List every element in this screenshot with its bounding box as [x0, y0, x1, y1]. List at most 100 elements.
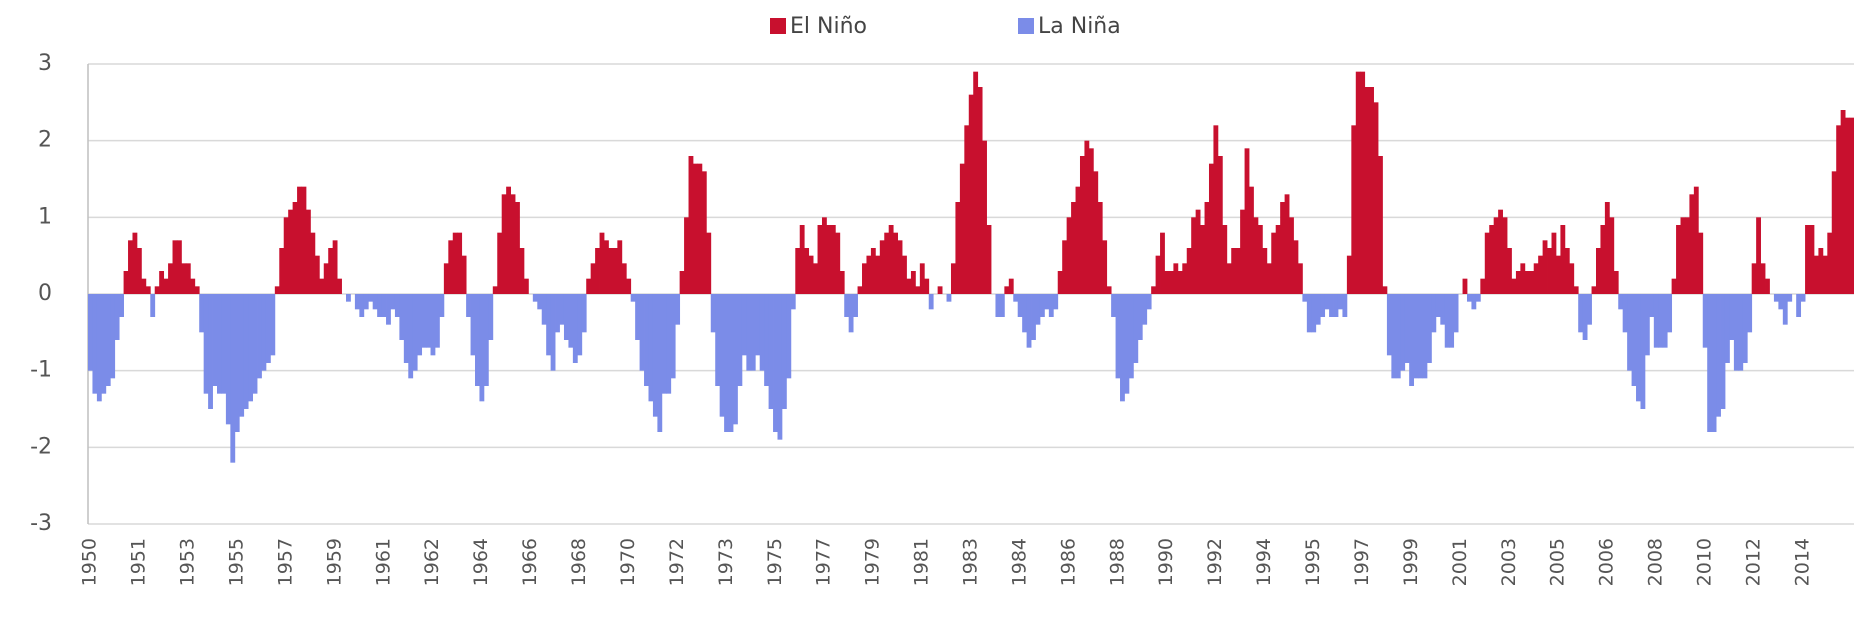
bar: [1747, 294, 1753, 333]
bar: [1618, 294, 1624, 310]
bar: [1515, 271, 1521, 294]
bar: [1280, 202, 1286, 294]
bar: [1240, 209, 1245, 294]
x-tick-label: 2003: [1498, 538, 1520, 586]
x-tick-label: 1962: [421, 538, 443, 586]
bar: [421, 294, 427, 348]
bar: [270, 294, 276, 356]
bar: [1609, 217, 1615, 294]
bar: [1822, 255, 1828, 294]
bar: [1702, 294, 1708, 348]
bar: [577, 294, 583, 356]
bar: [902, 255, 907, 294]
bar: [1275, 225, 1281, 294]
bar: [1520, 263, 1526, 294]
bar: [1805, 225, 1810, 294]
bar: [692, 163, 698, 294]
bar: [1604, 202, 1610, 294]
bar: [1582, 294, 1588, 340]
bar: [1644, 294, 1650, 356]
bar: [1462, 278, 1468, 294]
x-tick-label: 1975: [764, 538, 786, 586]
bar: [443, 263, 449, 294]
bar: [1133, 294, 1139, 363]
bar: [1729, 294, 1735, 340]
bar: [915, 286, 921, 294]
bar: [733, 294, 738, 425]
bar: [1302, 294, 1308, 302]
bar: [399, 294, 405, 340]
bar: [1293, 240, 1299, 294]
bar: [172, 240, 178, 294]
bar: [1502, 217, 1508, 294]
bar: [1765, 278, 1770, 294]
bar: [368, 294, 374, 302]
bar: [1591, 286, 1597, 294]
bar: [1084, 140, 1090, 294]
bar: [581, 294, 587, 333]
bar: [937, 286, 943, 294]
bar: [1484, 232, 1490, 294]
bar: [1391, 294, 1397, 379]
bar: [1386, 294, 1392, 356]
x-tick-label: 2006: [1596, 538, 1618, 586]
bar: [1369, 87, 1374, 294]
bar: [1022, 294, 1028, 333]
bar: [1297, 263, 1303, 294]
bar: [1640, 294, 1646, 409]
bar: [862, 263, 867, 294]
bar: [919, 263, 925, 294]
bar: [461, 255, 467, 294]
bar: [452, 232, 458, 294]
bar: [1373, 102, 1379, 294]
bar: [973, 71, 979, 295]
bar: [1693, 186, 1699, 294]
bar: [257, 294, 262, 379]
bar: [1444, 294, 1450, 348]
bar: [426, 294, 431, 348]
bar: [1213, 125, 1219, 294]
bar: [728, 294, 734, 432]
bar: [1324, 294, 1330, 310]
bar: [1533, 263, 1539, 294]
bar: [870, 248, 876, 294]
bar: [1653, 294, 1659, 348]
bar: [786, 294, 792, 379]
bar: [1422, 294, 1428, 379]
bar: [328, 248, 334, 294]
bar: [1249, 186, 1254, 294]
x-tick-label: 1977: [813, 538, 835, 586]
bar: [239, 294, 245, 417]
bar: [301, 186, 307, 294]
bar: [354, 294, 360, 310]
bar: [1177, 271, 1183, 294]
bar: [1075, 186, 1081, 294]
bar: [1498, 209, 1503, 294]
bar: [1364, 87, 1370, 294]
bar: [1404, 294, 1410, 363]
bar: [817, 225, 823, 294]
bar: [1827, 232, 1833, 294]
bar: [1507, 248, 1512, 294]
bar: [1587, 294, 1592, 325]
bar: [1751, 263, 1757, 294]
bar: [1435, 294, 1441, 317]
bar: [176, 240, 182, 294]
bar: [639, 294, 645, 371]
bar: [604, 240, 609, 294]
bar: [924, 278, 930, 294]
bar: [688, 156, 694, 294]
bar: [1035, 294, 1041, 325]
bar: [159, 271, 165, 294]
bar: [1578, 294, 1584, 333]
bar: [999, 294, 1005, 317]
x-tick-label: 2012: [1742, 538, 1764, 586]
x-tick-label: 1994: [1253, 538, 1275, 586]
bar: [1235, 248, 1241, 294]
bar: [519, 248, 525, 294]
bar: [995, 294, 1001, 317]
bar: [572, 294, 578, 363]
bar: [1026, 294, 1032, 348]
bar: [657, 294, 663, 432]
bar: [1773, 294, 1779, 302]
